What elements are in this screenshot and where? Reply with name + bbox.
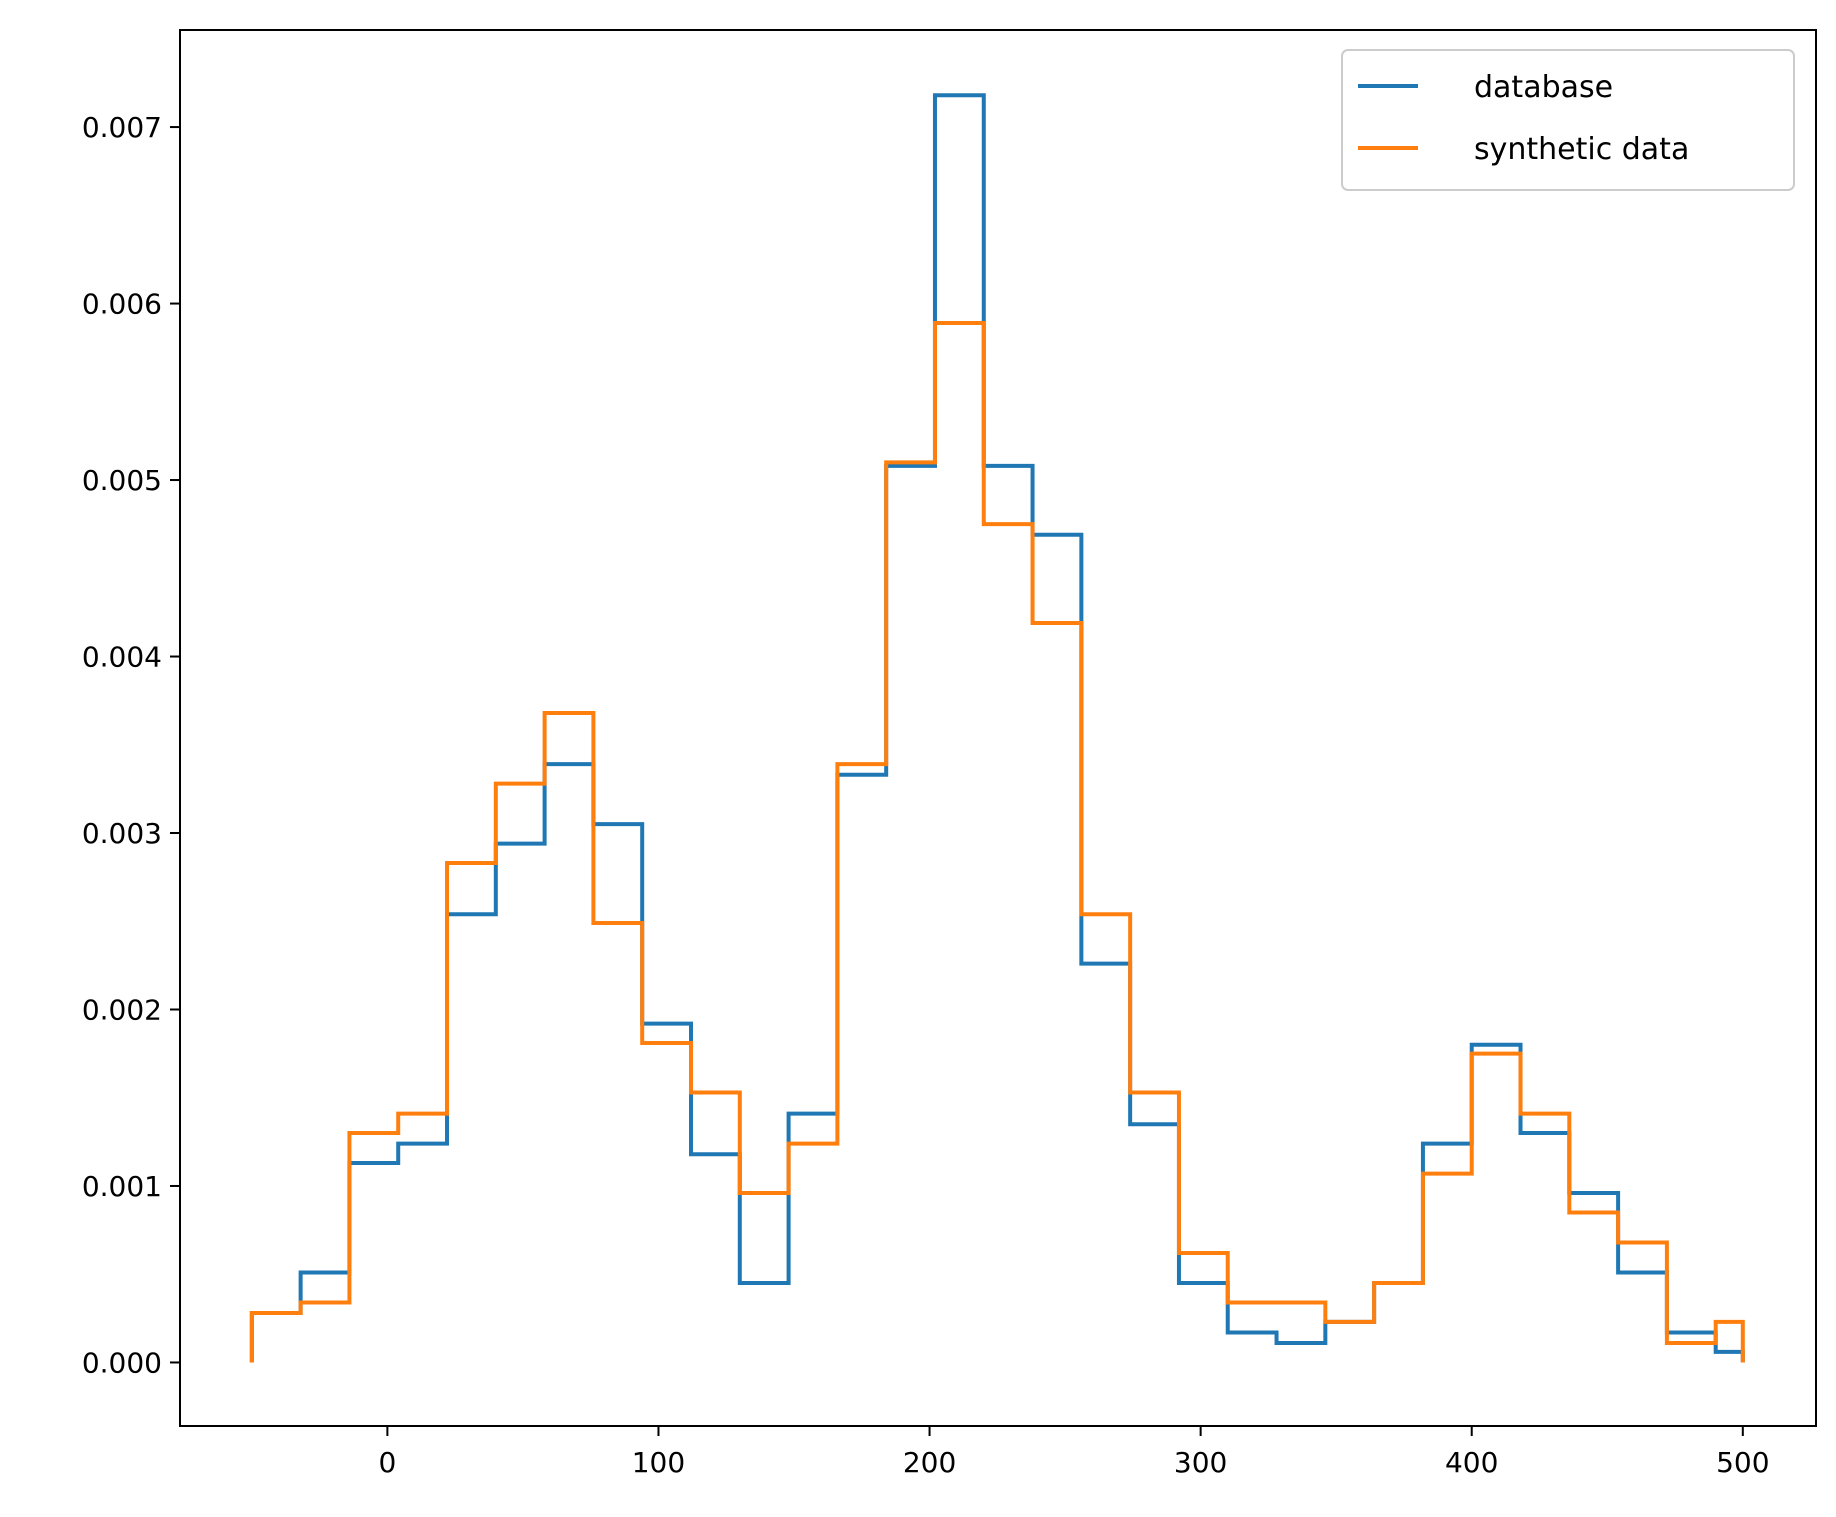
axis-ticks: 0 100 200 300 400 500 0.000 0.001 0.002 0.003 0.00… bbox=[82, 111, 1770, 1479]
legend-label-synthetic-data: synthetic data bbox=[1474, 132, 1689, 167]
x-tick-label: 100 bbox=[632, 1446, 685, 1479]
y-tick-label: 0.003 bbox=[82, 817, 162, 850]
plot-area bbox=[249, 93, 1745, 1363]
legend-box bbox=[1341, 49, 1795, 191]
axes-frame bbox=[179, 29, 1817, 1427]
y-tick-label: 0.001 bbox=[82, 1170, 162, 1203]
x-tick-label: 300 bbox=[1174, 1446, 1227, 1479]
legend: database synthetic data bbox=[1341, 49, 1795, 191]
y-tick-label: 0.007 bbox=[82, 111, 162, 144]
x-tick-label: 500 bbox=[1716, 1446, 1769, 1479]
y-tick-label: 0.004 bbox=[82, 641, 162, 674]
x-tick-label: 0 bbox=[378, 1446, 396, 1479]
series-line-database bbox=[249, 93, 1745, 1363]
y-tick-label: 0.005 bbox=[82, 464, 162, 497]
series-line-synthetic-data bbox=[249, 320, 1745, 1363]
x-tick-label: 200 bbox=[903, 1446, 956, 1479]
y-tick-label: 0.000 bbox=[82, 1346, 162, 1379]
legend-label-database: database bbox=[1474, 70, 1613, 105]
x-tick-label: 400 bbox=[1445, 1446, 1498, 1479]
y-tick-label: 0.002 bbox=[82, 993, 162, 1026]
y-tick-label: 0.006 bbox=[82, 288, 162, 321]
